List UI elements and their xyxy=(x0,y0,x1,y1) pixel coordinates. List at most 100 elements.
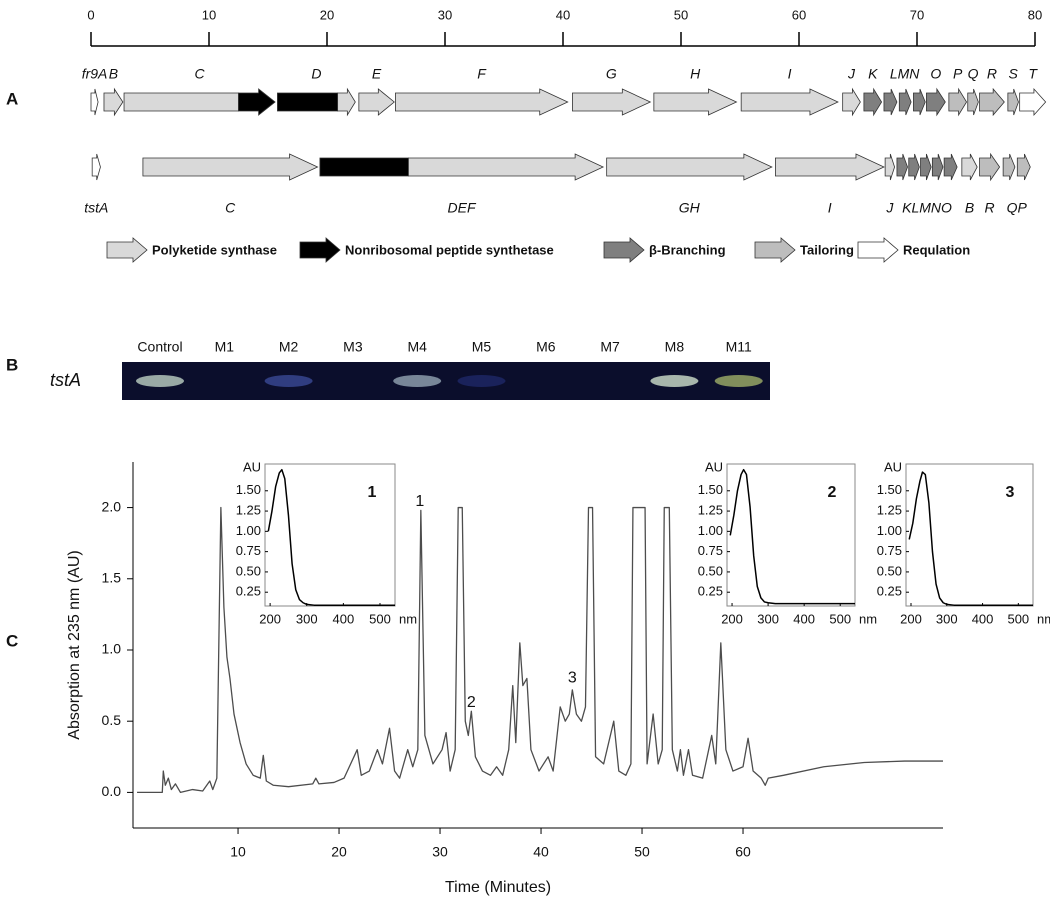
gel-band xyxy=(457,375,506,387)
gene-label: F xyxy=(477,66,487,82)
inset-y-label: AU xyxy=(243,459,261,474)
gene-segment xyxy=(931,153,944,181)
inset-y-label: AU xyxy=(884,459,902,474)
gene-segment xyxy=(967,88,979,116)
lane-label: M3 xyxy=(343,339,363,355)
gene-segment xyxy=(883,88,898,116)
inset-title: 2 xyxy=(828,484,837,501)
gene-segment xyxy=(408,153,605,181)
lane-label: M5 xyxy=(472,339,492,355)
scale-tick-label: 20 xyxy=(320,7,334,22)
gene-segment xyxy=(653,88,738,116)
inset-x-label: nm xyxy=(1037,611,1050,626)
gel-band xyxy=(136,375,184,387)
gene-segment xyxy=(142,153,319,181)
gene-segment xyxy=(979,152,1001,182)
y-tick-label: 0.50 xyxy=(877,563,902,578)
scale-tick-label: 0 xyxy=(87,7,94,22)
y-tick-label: 1.25 xyxy=(236,503,261,518)
gene-segment xyxy=(337,87,356,117)
peak-annotation: 1 xyxy=(415,493,424,510)
x-tick-label: 300 xyxy=(936,611,958,626)
x-tick-label: 60 xyxy=(735,844,751,860)
gene-segment xyxy=(1002,153,1016,181)
y-tick-label: 0.5 xyxy=(102,712,122,728)
y-tick-label: 1.25 xyxy=(698,503,723,518)
lane-label: Control xyxy=(137,339,182,355)
gene-label: H xyxy=(690,66,701,82)
gene-label: DEF xyxy=(448,200,477,216)
y-tick-label: 0.25 xyxy=(236,584,261,599)
lane-label: M1 xyxy=(215,339,235,355)
x-tick-label: 40 xyxy=(533,844,549,860)
y-tick-label: 1.50 xyxy=(236,482,261,497)
x-tick-label: 50 xyxy=(634,844,650,860)
data-line xyxy=(137,506,943,794)
x-tick-label: 20 xyxy=(331,844,347,860)
gene-segment xyxy=(90,88,99,116)
y-tick-label: 0.75 xyxy=(877,543,902,558)
inset-y-label: AU xyxy=(705,459,723,474)
inset-x-label: nm xyxy=(859,611,877,626)
gene-segment xyxy=(1016,153,1031,181)
gel-band xyxy=(393,375,442,387)
y-tick-label: 1.00 xyxy=(236,523,261,538)
gene-label: I xyxy=(788,66,792,82)
gene-segment xyxy=(572,88,652,116)
inset-x-label: nm xyxy=(399,611,417,626)
gene-segment xyxy=(277,92,339,112)
legend-swatch xyxy=(299,237,341,263)
gene-label: GH xyxy=(679,200,701,216)
gene-label: tstA xyxy=(84,200,108,216)
gene-label: T xyxy=(1028,66,1038,82)
gene-label: R xyxy=(985,200,995,216)
legend-swatch xyxy=(106,237,148,263)
scale-tick-label: 30 xyxy=(438,7,452,22)
legend-label: Nonribosomal peptide synthetase xyxy=(345,242,554,257)
legend-label: Polyketide synthase xyxy=(152,242,277,257)
gene-segment xyxy=(842,87,861,117)
gene-label: E xyxy=(372,66,382,82)
gene-segment xyxy=(926,87,946,117)
gene-label: LMN xyxy=(890,66,920,82)
lane-label: M2 xyxy=(279,339,299,355)
x-tick-label: 500 xyxy=(829,611,851,626)
inset-title: 3 xyxy=(1006,484,1015,501)
lane-label: M7 xyxy=(600,339,620,355)
scale-tick-label: 80 xyxy=(1028,7,1042,22)
gene-label: D xyxy=(311,66,321,82)
gene-segment xyxy=(238,88,276,116)
gene-segment xyxy=(898,88,912,116)
gene-segment xyxy=(920,153,932,181)
gene-segment xyxy=(740,88,839,116)
x-tick-label: 400 xyxy=(333,611,355,626)
peak-annotation: 2 xyxy=(467,694,476,711)
gene-segment xyxy=(103,87,124,117)
y-tick-label: 1.50 xyxy=(877,482,902,497)
y-tick-label: 0.25 xyxy=(877,584,902,599)
lane-label: M11 xyxy=(726,339,752,355)
scale-tick-label: 40 xyxy=(556,7,570,22)
y-tick-label: 0.25 xyxy=(698,584,723,599)
gene-label: C xyxy=(225,200,236,216)
scale-tick-label: 10 xyxy=(202,7,216,22)
scale-tick-label: 70 xyxy=(910,7,924,22)
gene-segment xyxy=(948,87,968,117)
lane-label: M4 xyxy=(407,339,427,355)
gene-label: J xyxy=(847,66,856,82)
gene-segment xyxy=(319,157,409,177)
x-tick-label: 500 xyxy=(1007,611,1029,626)
gene-segment xyxy=(358,88,395,116)
gene-segment xyxy=(775,153,885,181)
gene-label: fr9A xyxy=(82,66,108,82)
gene-segment xyxy=(91,153,101,181)
gene-segment xyxy=(961,153,978,181)
legend-swatch xyxy=(857,237,899,263)
x-tick-label: 30 xyxy=(432,844,448,860)
gene-label: C xyxy=(194,66,205,82)
gene-segment xyxy=(896,153,908,181)
gene-label: R xyxy=(987,66,997,82)
